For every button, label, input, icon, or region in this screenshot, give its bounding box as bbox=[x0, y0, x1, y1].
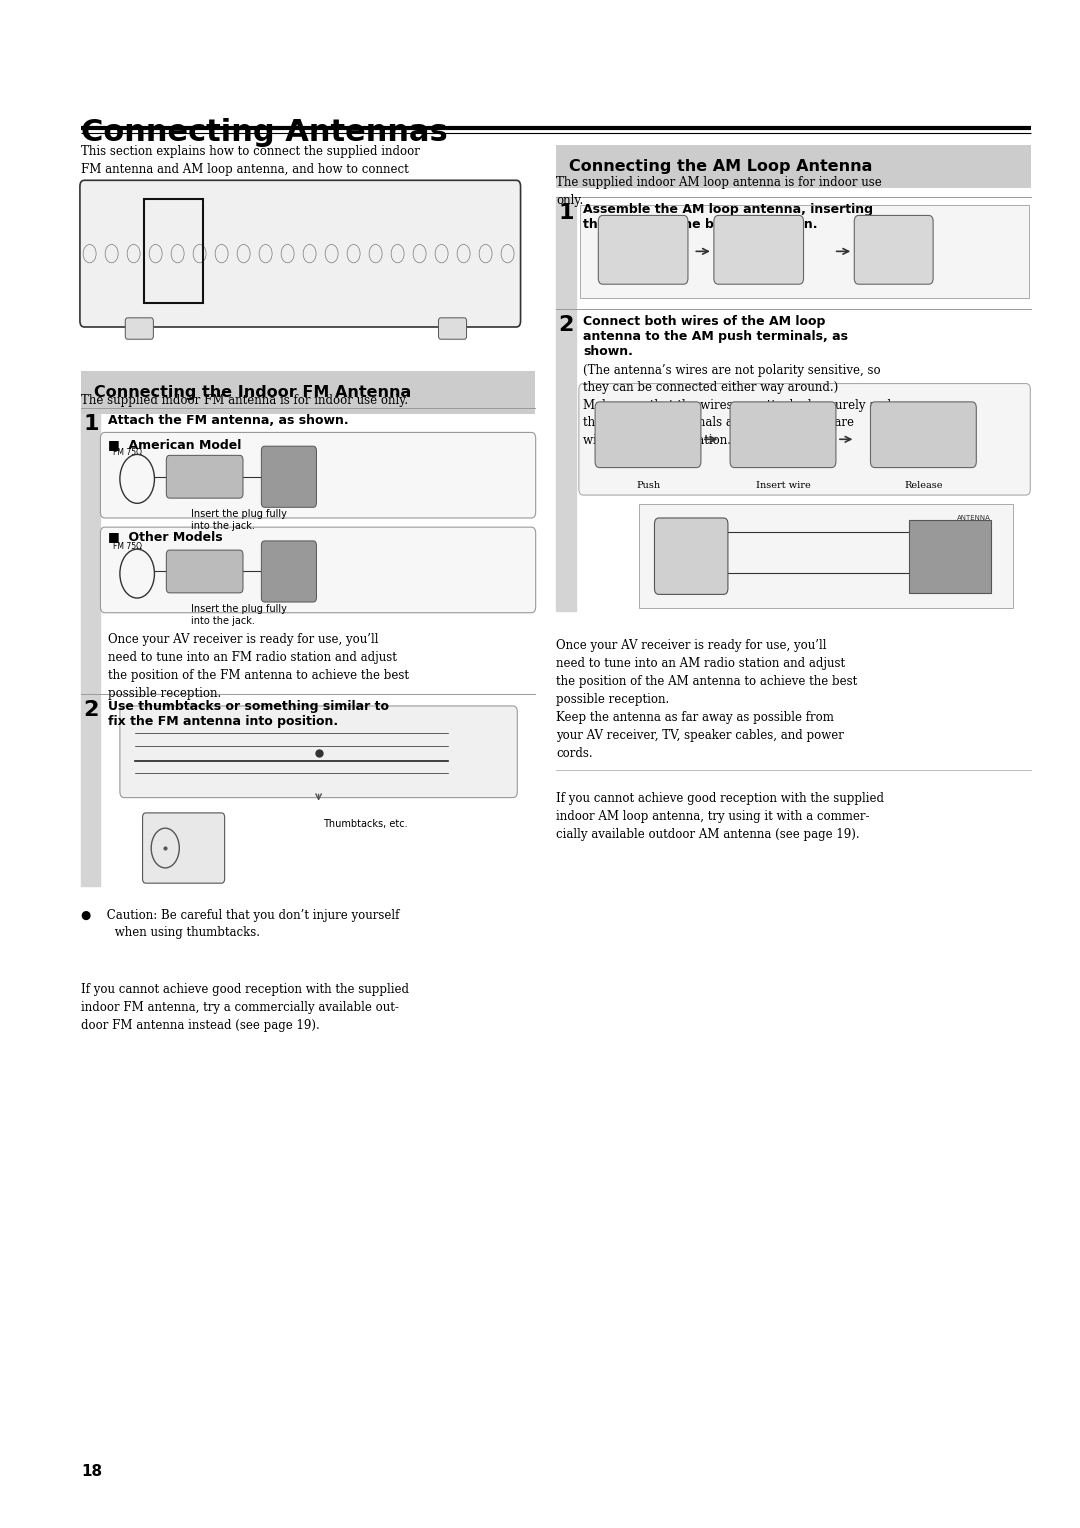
Text: Assemble the AM loop antenna, inserting
the tabs into the base, as shown.: Assemble the AM loop antenna, inserting … bbox=[583, 203, 874, 231]
FancyBboxPatch shape bbox=[598, 215, 688, 284]
FancyBboxPatch shape bbox=[261, 446, 316, 507]
FancyBboxPatch shape bbox=[143, 813, 225, 883]
FancyBboxPatch shape bbox=[166, 455, 243, 498]
Text: Insert the plug fully
into the jack.: Insert the plug fully into the jack. bbox=[191, 604, 287, 626]
Text: FM 75Ω: FM 75Ω bbox=[113, 542, 143, 552]
FancyBboxPatch shape bbox=[639, 504, 1013, 608]
Text: Insert wire: Insert wire bbox=[756, 481, 810, 490]
Text: The supplied indoor AM loop antenna is for indoor use
only.: The supplied indoor AM loop antenna is f… bbox=[556, 176, 882, 206]
Bar bbox=[144, 199, 203, 303]
Text: Once your AV receiver is ready for use, you’ll
need to tune into an AM radio sta: Once your AV receiver is ready for use, … bbox=[556, 639, 858, 759]
Bar bbox=[556, 197, 576, 309]
Text: (The antenna’s wires are not polarity sensitive, so
they can be connected either: (The antenna’s wires are not polarity se… bbox=[583, 364, 891, 446]
FancyBboxPatch shape bbox=[80, 180, 521, 327]
FancyBboxPatch shape bbox=[100, 432, 536, 518]
Text: If you cannot achieve good reception with the supplied
indoor AM loop antenna, t: If you cannot achieve good reception wit… bbox=[556, 792, 885, 840]
Text: FM 75Ω: FM 75Ω bbox=[113, 448, 143, 457]
Text: Push: Push bbox=[636, 481, 660, 490]
FancyBboxPatch shape bbox=[125, 318, 153, 339]
FancyBboxPatch shape bbox=[654, 518, 728, 594]
Text: Thumbtacks, etc.: Thumbtacks, etc. bbox=[323, 819, 407, 830]
Text: Connecting Antennas: Connecting Antennas bbox=[81, 118, 448, 147]
Text: Once your AV receiver is ready for use, you’ll
need to tune into an FM radio sta: Once your AV receiver is ready for use, … bbox=[108, 633, 409, 700]
Text: 2: 2 bbox=[83, 700, 98, 720]
FancyBboxPatch shape bbox=[100, 527, 536, 613]
FancyBboxPatch shape bbox=[714, 215, 804, 284]
FancyBboxPatch shape bbox=[909, 520, 991, 593]
FancyBboxPatch shape bbox=[579, 384, 1030, 495]
FancyBboxPatch shape bbox=[261, 541, 316, 602]
Text: The supplied indoor FM antenna is for indoor use only.: The supplied indoor FM antenna is for in… bbox=[81, 394, 408, 408]
Bar bbox=[81, 371, 535, 414]
FancyBboxPatch shape bbox=[730, 402, 836, 468]
Text: ■  American Model: ■ American Model bbox=[108, 439, 241, 452]
FancyBboxPatch shape bbox=[166, 550, 243, 593]
FancyBboxPatch shape bbox=[120, 706, 517, 798]
Text: Release: Release bbox=[904, 481, 943, 490]
Text: 1: 1 bbox=[558, 203, 573, 223]
Bar bbox=[556, 309, 576, 611]
Text: ●   Caution: Be careful that you don’t injure yourself
         when using thumb: ● Caution: Be careful that you don’t inj… bbox=[81, 909, 400, 940]
Text: FM antenna jack: FM antenna jack bbox=[238, 215, 340, 226]
Text: Connecting the Indoor FM Antenna: Connecting the Indoor FM Antenna bbox=[94, 385, 411, 400]
Text: 1: 1 bbox=[83, 414, 98, 434]
FancyBboxPatch shape bbox=[854, 215, 933, 284]
Text: ANTENNA: ANTENNA bbox=[957, 515, 990, 521]
Text: 18: 18 bbox=[81, 1464, 103, 1479]
Text: This section explains how to connect the supplied indoor
FM antenna and AM loop : This section explains how to connect the… bbox=[81, 145, 423, 248]
FancyBboxPatch shape bbox=[595, 402, 701, 468]
Bar bbox=[81, 408, 100, 694]
Text: Connect both wires of the AM loop
antenna to the AM push terminals, as
shown.: Connect both wires of the AM loop antenn… bbox=[583, 315, 848, 358]
Text: Connecting the AM Loop Antenna: Connecting the AM Loop Antenna bbox=[569, 159, 873, 174]
Bar bbox=[556, 145, 1031, 188]
FancyBboxPatch shape bbox=[438, 318, 467, 339]
FancyBboxPatch shape bbox=[580, 205, 1029, 298]
Text: Attach the FM antenna, as shown.: Attach the FM antenna, as shown. bbox=[108, 414, 349, 428]
Text: Use thumbtacks or something similar to
fix the FM antenna into position.: Use thumbtacks or something similar to f… bbox=[108, 700, 389, 727]
FancyBboxPatch shape bbox=[870, 402, 976, 468]
Bar bbox=[81, 694, 100, 886]
Text: ■  Other Models: ■ Other Models bbox=[108, 530, 222, 544]
Text: 2: 2 bbox=[558, 315, 573, 335]
Text: If you cannot achieve good reception with the supplied
indoor FM antenna, try a : If you cannot achieve good reception wit… bbox=[81, 983, 409, 1031]
Text: AM antenna push terminals: AM antenna push terminals bbox=[238, 203, 409, 214]
Text: Insert the plug fully
into the jack.: Insert the plug fully into the jack. bbox=[191, 509, 287, 532]
